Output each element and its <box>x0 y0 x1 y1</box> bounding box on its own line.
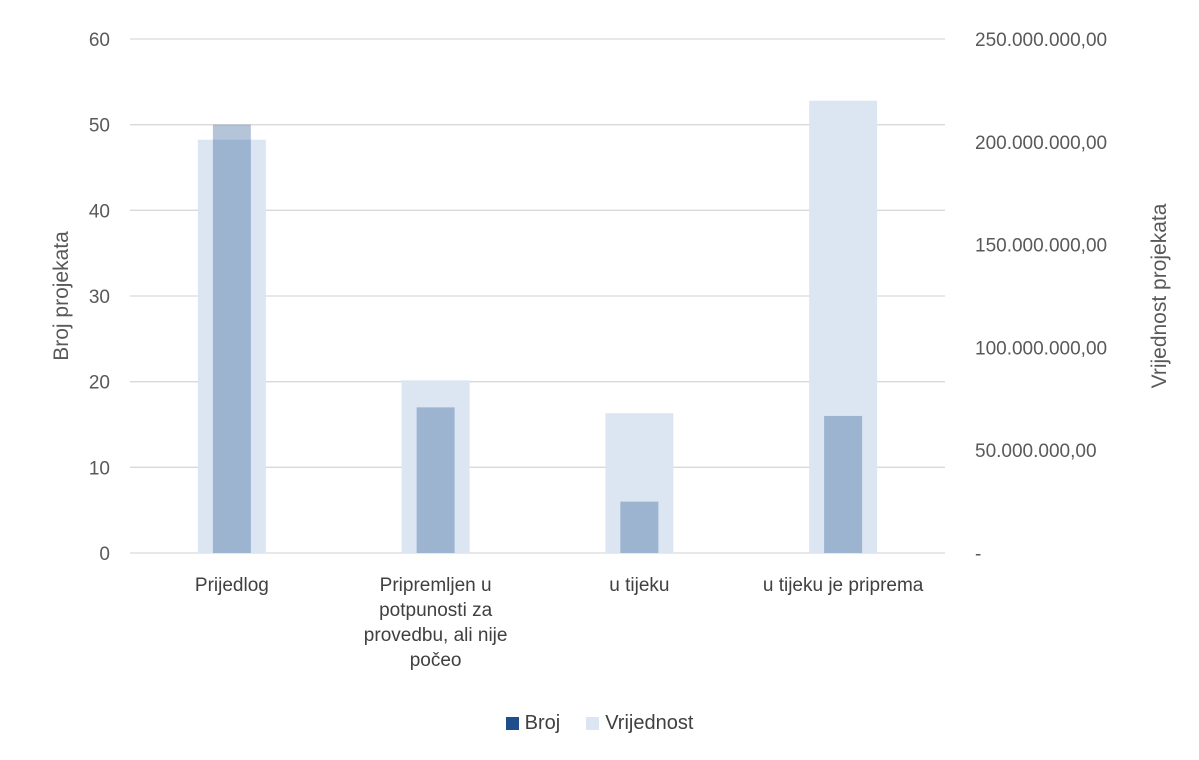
right-axis-ticks: - 50.000.000,00 100.000.000,00 150.000.000,… <box>975 30 1107 565</box>
left-axis-ticks: 0 10 20 30 40 50 60 <box>89 30 110 565</box>
legend-item-vrijednost: Vrijednost <box>586 712 693 735</box>
left-tick-label: 20 <box>89 373 110 394</box>
left-tick-label: 50 <box>89 116 110 137</box>
value-bars <box>197 100 878 554</box>
count-bars <box>212 124 863 554</box>
right-tick-label: - <box>975 544 981 565</box>
category-label: Pripremljen u potpunosti za provedbu, ali … <box>364 575 508 671</box>
right-tick-label: 250.000.000,00 <box>975 30 1107 51</box>
legend-item-broj: Broj <box>505 712 561 735</box>
left-tick-label: 40 <box>89 201 110 222</box>
legend-label-broj: Broj <box>524 712 561 734</box>
bar-vrijednost <box>809 100 878 554</box>
category-labels: Prijedlog Pripremljen u potpunosti za prove… <box>195 575 924 671</box>
bar-broj <box>620 501 659 553</box>
bar-broj <box>212 124 251 554</box>
bar-broj <box>824 415 863 553</box>
left-tick-label: 10 <box>89 458 110 479</box>
category-label: u tijeku je priprema <box>763 575 924 596</box>
left-tick-label: 60 <box>89 30 110 51</box>
bar-vrijednost <box>605 413 674 553</box>
right-tick-label: 100.000.000,00 <box>975 338 1107 359</box>
right-axis-title: Vrijednost projekata <box>1148 203 1171 388</box>
right-tick-label: 50.000.000,00 <box>975 441 1097 462</box>
right-tick-label: 150.000.000,00 <box>975 236 1107 257</box>
combo-bar-chart: 0 10 20 30 40 50 60 - 50.000.000,00 100.000.000,… <box>50 30 1171 671</box>
legend: Broj Vrijednost <box>0 712 1199 735</box>
category-label: u tijeku <box>609 575 669 596</box>
bar-vrijednost <box>401 380 470 553</box>
legend-swatch-vrijednost <box>586 717 600 730</box>
legend-label-vrijednost: Vrijednost <box>605 712 694 734</box>
left-tick-label: 0 <box>99 544 110 565</box>
right-tick-label: 200.000.000,00 <box>975 133 1107 154</box>
legend-swatch-broj <box>505 717 519 730</box>
bar-vrijednost <box>197 139 266 553</box>
left-tick-label: 30 <box>89 287 110 308</box>
left-axis-title: Broj projekata <box>50 231 73 361</box>
category-label: Prijedlog <box>195 575 269 596</box>
bar-broj <box>416 407 455 553</box>
